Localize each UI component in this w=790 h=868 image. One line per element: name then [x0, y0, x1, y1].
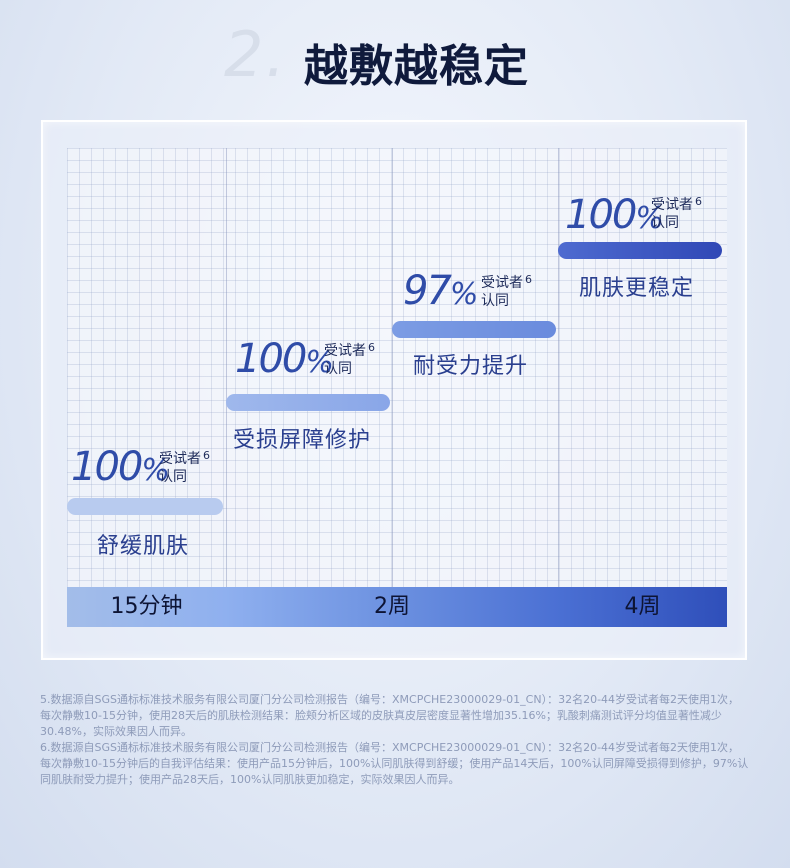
stage-3-bar — [392, 321, 556, 338]
heading-title: 越敷越稳定 — [304, 41, 529, 92]
stage-4-label: 肌肤更稳定 — [579, 276, 695, 301]
footnotes: 5.数据源自SGS通标标准技术服务有限公司厦门分公司检测报告（编号：XMCPCH… — [40, 692, 750, 788]
results-panel: 100% 受试者 6 认同 舒缓肌肤 100% 受试者 6 认同 受损屏障修护 97… — [41, 120, 747, 660]
period-4weeks: 4周 — [624, 594, 661, 619]
footnote-5: 5.数据源自SGS通标标准技术服务有限公司厦门分公司检测报告（编号：XMCPCH… — [40, 693, 740, 738]
stage-2-percent: 100% — [235, 336, 334, 382]
stage-3-note: 受试者 6 认同 — [481, 273, 532, 309]
column-divider — [558, 148, 559, 588]
column-divider — [392, 148, 393, 588]
stage-1-label: 舒缓肌肤 — [97, 534, 190, 559]
heading: 2. 越敷越稳定 — [0, 18, 790, 92]
stage-1-note: 受试者 6 认同 — [159, 449, 210, 485]
stage-2-bar — [226, 394, 390, 411]
column-divider — [226, 148, 227, 588]
stage-4-note: 受试者 6 认同 — [651, 195, 702, 231]
timeline-bar: 15分钟 2周 4周 — [67, 587, 727, 627]
period-2weeks: 2周 — [374, 594, 410, 619]
stage-4-bar — [558, 242, 722, 259]
heading-number: 2. — [224, 18, 288, 91]
stage-2-note: 受试者 6 认同 — [324, 341, 375, 377]
stage-3-label: 耐受力提升 — [413, 354, 529, 379]
stage-1-percent: 100% — [71, 444, 170, 490]
period-15min: 15分钟 — [110, 594, 183, 619]
stage-2-label: 受损屏障修护 — [233, 428, 372, 453]
footnote-6: 6.数据源自SGS通标标准技术服务有限公司厦门分公司检测报告（编号：XMCPCH… — [40, 741, 749, 786]
stage-4-percent: 100% — [565, 192, 664, 238]
stage-1-bar — [67, 498, 223, 515]
stage-3-percent: 97% — [403, 268, 478, 314]
